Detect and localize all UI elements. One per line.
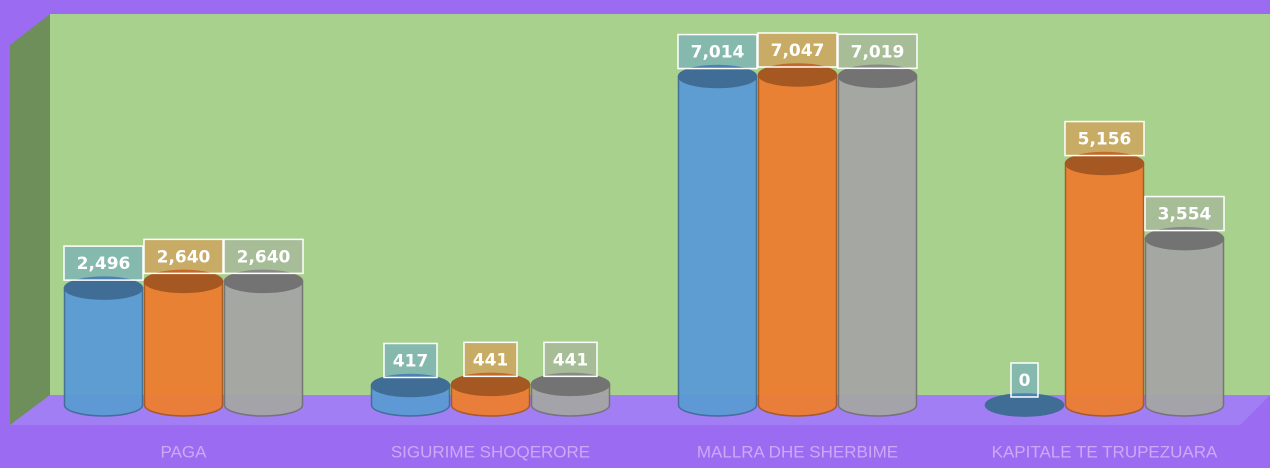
bar: [1064, 162, 1145, 417]
x-tick-label: PAGA: [161, 442, 208, 461]
value-label-box: [757, 32, 838, 68]
bar-top: [450, 372, 531, 397]
bar: [837, 75, 918, 417]
value-label-box: [1144, 195, 1225, 232]
bar-top: [837, 64, 918, 89]
value-label: 5,156: [1078, 130, 1132, 150]
bar-top: [1144, 226, 1225, 251]
bar: [677, 75, 758, 417]
side-wall: [10, 14, 50, 425]
back-wall: [50, 14, 1270, 395]
value-label: 7,019: [851, 42, 905, 62]
x-tick-label: SIGURIME SHOQERORE: [391, 442, 590, 461]
bar-top: [143, 269, 224, 294]
value-label-box: [63, 245, 144, 281]
value-label-box: [837, 33, 918, 70]
bar: [757, 74, 838, 417]
value-label-box: [463, 341, 518, 378]
bar-top: [530, 372, 611, 397]
bar: [63, 287, 144, 417]
value-label: 7,014: [691, 43, 745, 63]
value-label: 2,640: [237, 247, 291, 267]
x-tick-label: MALLRA DHE SHERBIME: [697, 442, 898, 461]
value-label: 441: [553, 350, 589, 370]
bar-top: [223, 269, 304, 294]
value-label-box: [143, 238, 224, 275]
value-label: 2,496: [77, 254, 131, 274]
bar-top: [63, 276, 144, 300]
value-label: 2,640: [157, 247, 211, 267]
bar-top: [757, 63, 838, 87]
value-label-box: [1010, 362, 1039, 398]
value-label: 0: [1019, 371, 1031, 391]
bar-top: [984, 393, 1065, 417]
value-label-box: [677, 33, 758, 70]
value-label-box: [383, 342, 438, 379]
bar: [143, 280, 224, 417]
bar: [223, 280, 304, 417]
floor: [10, 395, 1270, 425]
bar-top: [370, 373, 451, 398]
bar-top: [677, 64, 758, 89]
x-tick-label: KAPITALE TE TRUPEZUARA: [992, 442, 1218, 461]
bar: [1144, 237, 1225, 417]
value-label-box: [223, 238, 304, 275]
value-label: 441: [473, 350, 509, 370]
value-label: 7,047: [771, 41, 825, 61]
value-label: 417: [393, 351, 429, 371]
value-label-box: [543, 341, 598, 378]
value-label: 3,554: [1158, 205, 1212, 225]
value-label-box: [1064, 120, 1145, 157]
bar-top: [1064, 151, 1145, 176]
